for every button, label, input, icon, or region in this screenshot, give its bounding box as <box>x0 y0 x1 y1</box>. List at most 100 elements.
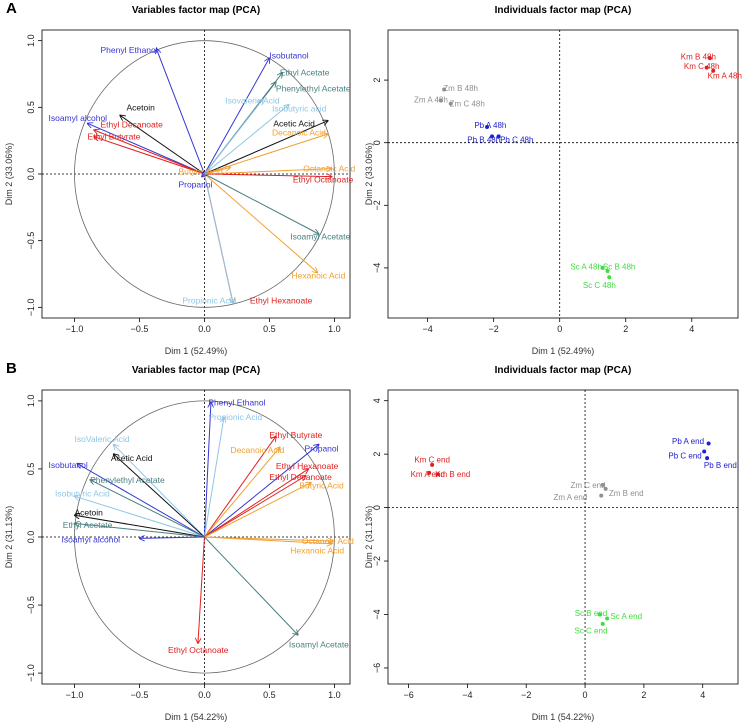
arrow-label-hexanoic-acid: Hexanoic Acid <box>292 270 346 280</box>
arrow-label-ethyl-hexanoate: Ethyl Hexanoate <box>250 296 313 306</box>
y-axis-label: Dim 2 (31.13%) <box>4 506 14 569</box>
arrow-label-propanol: Propanol <box>305 444 339 454</box>
arrow-label-acetic-acid: Acetic Acid <box>273 118 315 128</box>
point-zm-b-end <box>603 486 608 491</box>
y-tick-label: 1.0 <box>26 395 36 408</box>
point-pb-c-48h <box>496 134 501 139</box>
arrow-propionic-acid <box>203 173 233 303</box>
arrow-label-acetoin: Acetoin <box>126 102 155 112</box>
chart-title: Individuals factor map (PCA) <box>495 5 632 16</box>
arrow-decanoic-acid <box>204 447 279 538</box>
point-sc-c-48h <box>607 275 612 280</box>
point-label-sc-c-end: Sc C end <box>574 627 607 636</box>
y-tick-label: −4 <box>372 609 382 619</box>
x-tick-label: 0.5 <box>263 324 276 334</box>
arrow-label-isobutyric-acid: Isobutyric Acid <box>55 488 110 498</box>
point-label-pb-a-end: Pb A end <box>672 437 704 446</box>
arrow-label-phenylethyl-acetate: Phenylethyl Acetate <box>90 475 165 485</box>
arrow-label-ethyl-butyrate: Ethyl Butyrate <box>269 430 322 440</box>
variables-factor-map-a: Variables factor map (PCA) −1.0 −0.5 0.0 0.5… <box>4 5 355 356</box>
point-label-km-b-end: Km B end <box>435 470 470 479</box>
arrow-label-hexanoic-acid: Hexanoic Acid <box>290 546 344 556</box>
x-tick-label: 0.5 <box>263 690 276 700</box>
arrow-label-isoamyl-acetate: Isoamyl Acetate <box>290 232 350 242</box>
y-tick-label: 0.0 <box>26 531 36 544</box>
arrow-acetic-acid <box>113 454 205 538</box>
arrow-isovaleric-acid <box>113 444 205 538</box>
point-km-a-48h <box>711 68 716 73</box>
arrow-isobutyric-acid <box>74 496 205 538</box>
x-tick-label: −4 <box>422 324 432 334</box>
arrow-label-propionic-acid: Propionic Acid <box>208 412 262 422</box>
y-axis-label: Dim 2 (33.06%) <box>4 143 14 206</box>
arrow-ethyl-hexanoate <box>204 469 308 538</box>
arrow-label-ethyl-acetate: Ethyl Acetate <box>280 68 330 78</box>
point-zm-c-end <box>600 482 605 487</box>
point-label-sc-a-end: Sc A end <box>610 612 642 621</box>
arrow-label-ethyl-decanoate: Ethyl Decanoate <box>100 120 163 130</box>
arrow-label-octanoic-acid: Octanoic Acid <box>302 536 354 546</box>
arrow-isovaleric-acid <box>204 99 262 175</box>
correlation-circle <box>74 400 335 674</box>
arrow-label-phenyl-ethanol: Phenyl Ethanol <box>100 45 157 55</box>
y-tick-label: 0.5 <box>26 101 36 114</box>
arrow-label-phenylethyl-acetate: Phenylethyl Acetate <box>276 84 351 94</box>
arrow-label-octanoic-acid: Octanoic Acid <box>303 164 355 174</box>
chart-title: Variables factor map (PCA) <box>132 365 260 376</box>
y-tick-label: −1.0 <box>26 664 36 682</box>
x-tick-label: −2 <box>489 324 499 334</box>
y-tick-label: 0.5 <box>26 463 36 476</box>
point-label-sc-b-48h: Sc B 48h <box>603 262 635 271</box>
x-tick-label: 0 <box>583 690 588 700</box>
point-label-zm-b-end: Zm B end <box>609 489 644 498</box>
arrow-label-isobutanol: Isobutanol <box>269 50 308 60</box>
point-pb-c-end <box>702 449 707 454</box>
plot-frame <box>387 389 739 685</box>
arrow-label-isovaleric-acid: IsoValeric Acid <box>74 434 129 444</box>
x-tick-label: −4 <box>462 690 472 700</box>
y-tick-label: 2 <box>372 78 382 83</box>
arrow-butyric-acid <box>204 167 230 175</box>
point-pb-a-end <box>706 441 711 446</box>
point-label-pb-b-end: Pb B end <box>704 461 737 470</box>
x-axis-label: Dim 1 (52.49%) <box>165 346 228 356</box>
arrow-label-butyric-acid: Butyric Acid <box>178 166 223 176</box>
arrow-isobutanol <box>77 464 205 538</box>
arrow-label-acetoin: Acetoin <box>74 508 103 518</box>
point-km-c-end <box>430 462 435 467</box>
y-tick-label: −1.0 <box>26 298 36 316</box>
point-sc-b-48h <box>605 269 610 274</box>
point-label-zm-c-48h: Zm C 48h <box>450 100 485 109</box>
x-tick-label: 0.0 <box>198 690 211 700</box>
point-label-km-c-end: Km C end <box>414 455 450 464</box>
arrow-label-phenyl-ethanol: Phenyl Ethanol <box>208 397 265 407</box>
individuals-factor-map-a: Individuals factor map (PCA) −4 −2 0 2 4 −4 −2 0… <box>364 5 742 356</box>
y-tick-label: −0.5 <box>26 232 36 250</box>
arrow-label-decanoic-acid: Decanoic Acid <box>230 445 284 455</box>
y-tick-label: 4 <box>372 398 382 403</box>
arrow-label-isoamyl-acetate: Isoamyl Acetate <box>289 640 349 650</box>
arrow-label-ethyl-hexanoate: Ethyl Hexanoate <box>276 461 339 471</box>
point-label-zm-a-end: Zm A end <box>553 493 587 502</box>
point-label-km-a-end: Km A end <box>411 470 445 479</box>
arrow-hexanoic-acid <box>204 536 331 544</box>
x-tick-label: 4 <box>700 690 705 700</box>
arrow-ethyl-octanoate <box>198 536 205 643</box>
arrow-label-ethyl-decanoate: Ethyl Decanoate <box>269 472 332 482</box>
x-tick-label: 1.0 <box>328 324 341 334</box>
arrow-acetoin <box>74 515 205 538</box>
individuals-factor-map-b: Individuals factor map (PCA) −6 −4 −2 0 2 4 −6 −… <box>364 365 739 722</box>
x-axis-label: Dim 1 (54.22%) <box>532 712 595 722</box>
arrow-phenyl-ethanol <box>203 402 210 538</box>
y-tick-label: 1.0 <box>26 34 36 47</box>
point-label-pb-a-48h: Pb A 48h <box>474 121 506 130</box>
arrow-label-isoamyl-alcohol: Isoamyl alcohol <box>61 535 120 545</box>
x-tick-label: 2 <box>641 690 646 700</box>
y-tick-label: −2 <box>372 200 382 210</box>
point-label-km-c-48h: Km C 48h <box>684 62 720 71</box>
point-label-km-b-48h: Km B 48h <box>681 53 716 62</box>
point-pb-a-48h <box>485 125 490 130</box>
y-tick-label: −6 <box>372 663 382 673</box>
arrow-isoamyl-acetate <box>204 173 318 234</box>
arrow-phenylethyl-acetate <box>90 480 205 538</box>
